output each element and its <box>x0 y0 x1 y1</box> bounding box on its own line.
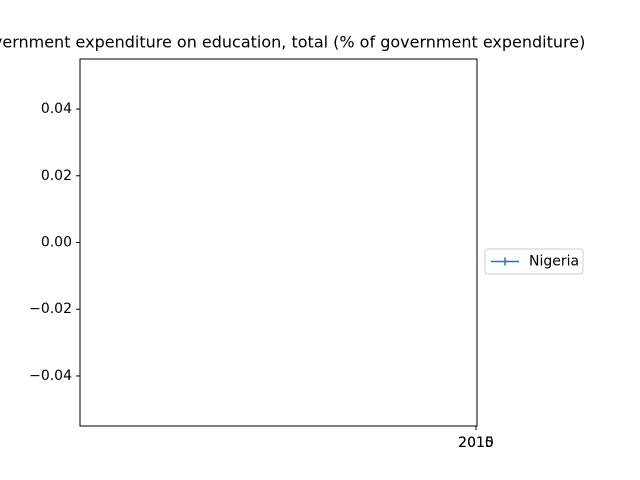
y-tick-label: 0.00 <box>41 235 72 251</box>
x-tick-label: 2010 <box>458 435 494 451</box>
y-tick-label: −0.02 <box>29 301 72 317</box>
legend-box <box>484 248 584 275</box>
y-tick-label: 0.04 <box>41 101 72 117</box>
y-tick-label: −0.04 <box>29 368 72 384</box>
chart-title: Government expenditure on education, tot… <box>0 33 585 52</box>
y-tick-label: 0.02 <box>41 168 72 184</box>
legend-label: Nigeria <box>529 254 579 270</box>
plot-frame <box>79 58 478 427</box>
x-tick-label: 2015 <box>458 435 494 451</box>
